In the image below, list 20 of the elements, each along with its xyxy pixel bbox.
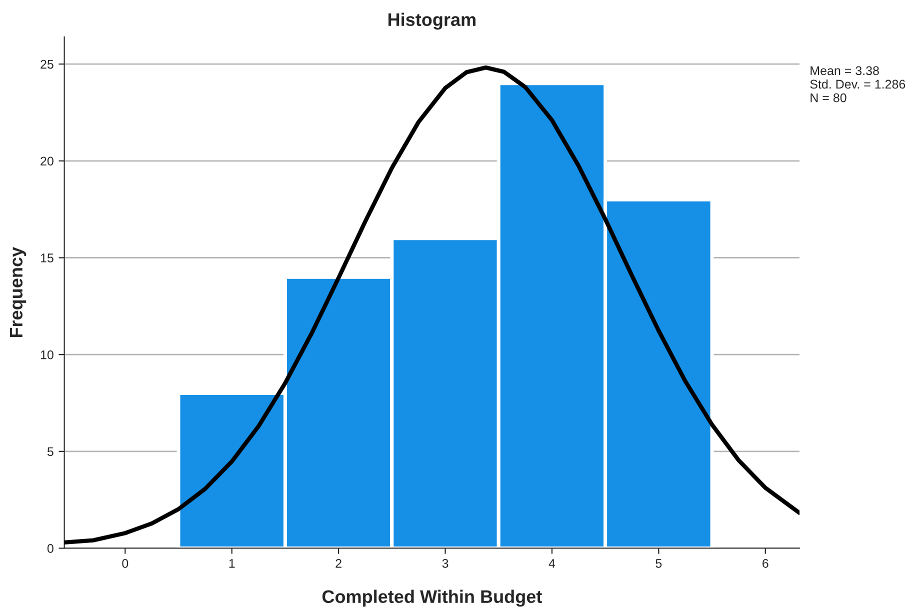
x-tick-label: 0 bbox=[122, 558, 128, 568]
x-tick-label: 3 bbox=[442, 558, 448, 568]
y-tick-label: 0 bbox=[47, 544, 54, 553]
text: N = 80 bbox=[810, 93, 846, 102]
y-tick-label: 20 bbox=[40, 156, 54, 166]
y-tick-label: 25 bbox=[40, 60, 54, 69]
y-tick-label: 15 bbox=[40, 254, 54, 262]
line-series bbox=[64, 65, 800, 545]
y-tick-label: 5 bbox=[47, 447, 54, 456]
text: Std. Dev. = 1.286 bbox=[810, 79, 906, 89]
y-axis-title: Frequency bbox=[10, 247, 26, 338]
text: Mean = 3.38 bbox=[810, 66, 879, 76]
x-tick-label: 6 bbox=[762, 558, 768, 568]
x-axis-title: Completed Within Budget bbox=[322, 590, 542, 607]
x-tick-label: 2 bbox=[336, 558, 342, 568]
chart-title: Histogram bbox=[388, 12, 476, 30]
x-tick-label: 5 bbox=[656, 559, 662, 568]
x-tick-label: 4 bbox=[548, 559, 556, 568]
y-tick-label: 10 bbox=[40, 350, 54, 360]
x-tick-label: 1 bbox=[229, 559, 235, 568]
